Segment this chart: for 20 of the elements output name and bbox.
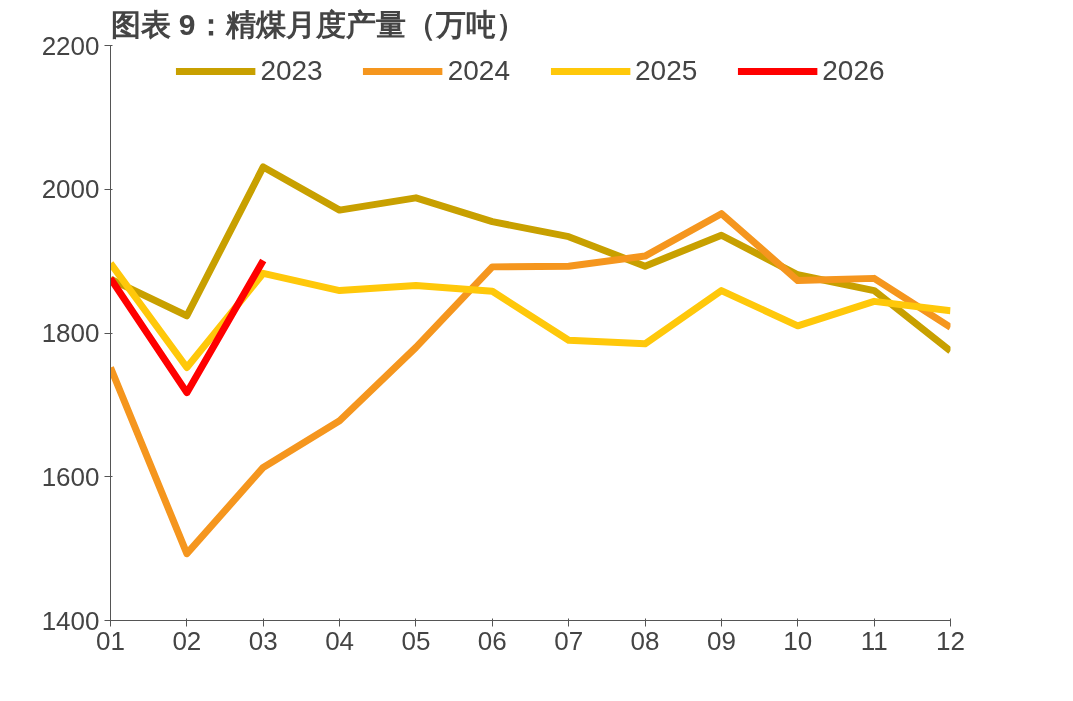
y-tick-label: 1600 <box>41 461 100 492</box>
x-tick-label: 06 <box>477 625 507 656</box>
x-tick-label: 12 <box>936 625 965 656</box>
x-tick-label: 08 <box>630 625 660 656</box>
y-tick-label: 2000 <box>41 174 100 205</box>
legend-label: 2023 <box>260 55 323 87</box>
chart-title: 图表 9：精煤月度产量（万吨） <box>110 7 526 41</box>
y-tick-label: 1800 <box>41 318 100 348</box>
x-tick-label: 03 <box>248 625 278 656</box>
x-tick-label: 10 <box>783 625 813 656</box>
y-tick-label: 2200 <box>41 30 100 61</box>
x-tick-label: 04 <box>325 625 355 656</box>
x-tick-label: 11 <box>860 625 888 656</box>
x-tick-label: 05 <box>401 625 431 656</box>
legend-label: 2024 <box>447 55 510 87</box>
legend-label: 2025 <box>635 55 698 87</box>
x-tick-label: 07 <box>554 625 584 656</box>
legend-label: 2026 <box>822 55 885 87</box>
x-tick-label: 02 <box>172 625 202 656</box>
x-tick-label: 09 <box>706 625 736 656</box>
